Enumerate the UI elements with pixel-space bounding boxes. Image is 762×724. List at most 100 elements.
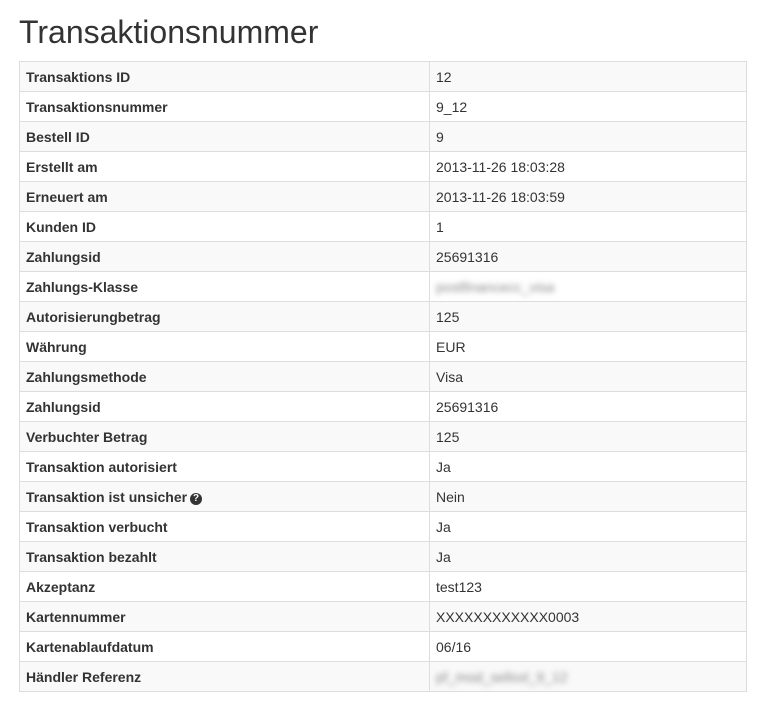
row-value-cell: test123	[429, 571, 747, 602]
row-value-cell: 2013-11-26 18:03:59	[429, 181, 747, 212]
row-value-cell: 25691316	[429, 391, 747, 422]
table-row: Transaktion autorisiert Ja	[19, 451, 747, 482]
row-value-cell: postfinancecc_visa	[429, 271, 747, 302]
row-value: EUR	[436, 338, 466, 355]
row-value: Ja	[436, 458, 451, 475]
page-title: Transaktionsnummer	[19, 14, 319, 50]
row-value-cell: Ja	[429, 511, 747, 542]
row-label: Kunden ID	[26, 218, 96, 235]
row-label: Kartennummer	[26, 608, 126, 625]
table-row: Transaktion ist unsicher? Nein	[19, 481, 747, 512]
row-label: Währung	[26, 338, 87, 355]
table-row: Bestell ID 9	[19, 121, 747, 152]
row-value: 2013-11-26 18:03:59	[436, 188, 565, 205]
table-row: Transaktion bezahlt Ja	[19, 541, 747, 572]
row-label-cell: Akzeptanz	[19, 571, 430, 602]
row-label-cell: Kartennummer	[19, 601, 430, 632]
row-label: Transaktion ist unsicher	[26, 488, 188, 505]
row-label-cell: Händler Referenz	[19, 661, 430, 692]
row-label-cell: Erneuert am	[19, 181, 430, 212]
row-value-cell: 2013-11-26 18:03:28	[429, 151, 747, 182]
row-value-cell: 06/16	[429, 631, 747, 662]
row-label-cell: Bestell ID	[19, 121, 430, 152]
row-label-cell: Kartenablaufdatum	[19, 631, 430, 662]
row-value: postfinancecc_visa	[436, 278, 555, 295]
row-label: Akzeptanz	[26, 578, 96, 595]
row-label-cell: Verbuchter Betrag	[19, 421, 430, 452]
row-label: Händler Referenz	[26, 668, 142, 685]
row-label: Zahlungsid	[26, 248, 101, 265]
row-label-cell: Autorisierungbetrag	[19, 301, 430, 332]
table-row: Autorisierungbetrag 125	[19, 301, 747, 332]
row-value: 25691316	[436, 398, 499, 415]
row-label-cell: Transaktionsnummer	[19, 91, 430, 122]
row-label: Verbuchter Betrag	[26, 428, 148, 445]
row-label-cell: Transaktion bezahlt	[19, 541, 430, 572]
row-label-cell: Transaktion verbucht	[19, 511, 430, 542]
row-value: 12	[436, 68, 452, 85]
row-value: 9_12	[436, 98, 468, 115]
row-value-cell: Ja	[429, 451, 747, 482]
table-row: Kartenablaufdatum 06/16	[19, 631, 747, 662]
table-row: Transaktion verbucht Ja	[19, 511, 747, 542]
table-row: Verbuchter Betrag 125	[19, 421, 747, 452]
row-value: 25691316	[436, 248, 499, 265]
row-label-cell: Zahlungs-Klasse	[19, 271, 430, 302]
row-label-cell: Zahlungsmethode	[19, 361, 430, 392]
row-value: Nein	[436, 488, 465, 505]
table-row: Währung EUR	[19, 331, 747, 362]
row-value: pf_mod_sellxxl_9_12	[436, 668, 568, 685]
row-label-cell: Währung	[19, 331, 430, 362]
table-row: Zahlungsid 25691316	[19, 391, 747, 422]
row-label: Zahlungsid	[26, 398, 101, 415]
row-value-cell: 12	[429, 61, 747, 92]
row-value: Ja	[436, 548, 451, 565]
row-value-cell: 125	[429, 421, 747, 452]
table-row: Kunden ID 1	[19, 211, 747, 242]
row-value: 125	[436, 428, 460, 445]
row-label-cell: Transaktion ist unsicher?	[19, 481, 430, 512]
row-value-cell: 9_12	[429, 91, 747, 122]
row-label: Zahlungsmethode	[26, 368, 147, 385]
row-label: Transaktions ID	[26, 68, 131, 85]
row-value-cell: XXXXXXXXXXXX0003	[429, 601, 747, 632]
row-label: Zahlungs-Klasse	[26, 278, 139, 295]
row-value: XXXXXXXXXXXX0003	[436, 608, 580, 625]
table-row: Händler Referenz pf_mod_sellxxl_9_12	[19, 661, 747, 692]
row-label: Autorisierungbetrag	[26, 308, 161, 325]
row-label-cell: Zahlungsid	[19, 391, 430, 422]
row-value-cell: Visa	[429, 361, 747, 392]
row-value-cell: EUR	[429, 331, 747, 362]
row-label: Erstellt am	[26, 158, 98, 175]
row-label: Erneuert am	[26, 188, 108, 205]
row-value-cell: 125	[429, 301, 747, 332]
table-row: Kartennummer XXXXXXXXXXXX0003	[19, 601, 747, 632]
row-label: Bestell ID	[26, 128, 90, 145]
row-value-cell: Ja	[429, 541, 747, 572]
table-row: Zahlungsmethode Visa	[19, 361, 747, 392]
row-label-cell: Kunden ID	[19, 211, 430, 242]
row-value: 9	[436, 128, 444, 145]
transaction-details-table: Transaktions ID 12 Transaktionsnummer 9_12 B…	[19, 61, 747, 692]
table-row: Transaktionsnummer 9_12	[19, 91, 747, 122]
row-label: Transaktion autorisiert	[26, 458, 177, 475]
question-circle-icon[interactable]: ?	[190, 492, 203, 505]
row-value: Visa	[436, 368, 463, 385]
row-label: Transaktion verbucht	[26, 518, 168, 535]
table-row: Akzeptanz test123	[19, 571, 747, 602]
row-value: 2013-11-26 18:03:28	[436, 158, 565, 175]
row-value-cell: pf_mod_sellxxl_9_12	[429, 661, 747, 692]
row-value: 1	[436, 218, 444, 235]
row-label-cell: Transaktions ID	[19, 61, 430, 92]
row-label-cell: Zahlungsid	[19, 241, 430, 272]
table-row: Transaktions ID 12	[19, 61, 747, 92]
table-row: Zahlungsid 25691316	[19, 241, 747, 272]
row-label-cell: Transaktion autorisiert	[19, 451, 430, 482]
row-label: Transaktionsnummer	[26, 98, 168, 115]
table-row: Erneuert am 2013-11-26 18:03:59	[19, 181, 747, 212]
table-row: Zahlungs-Klasse postfinancecc_visa	[19, 271, 747, 302]
row-value-cell: 1	[429, 211, 747, 242]
row-value-cell: 25691316	[429, 241, 747, 272]
row-value-cell: Nein	[429, 481, 747, 512]
row-value-cell: 9	[429, 121, 747, 152]
